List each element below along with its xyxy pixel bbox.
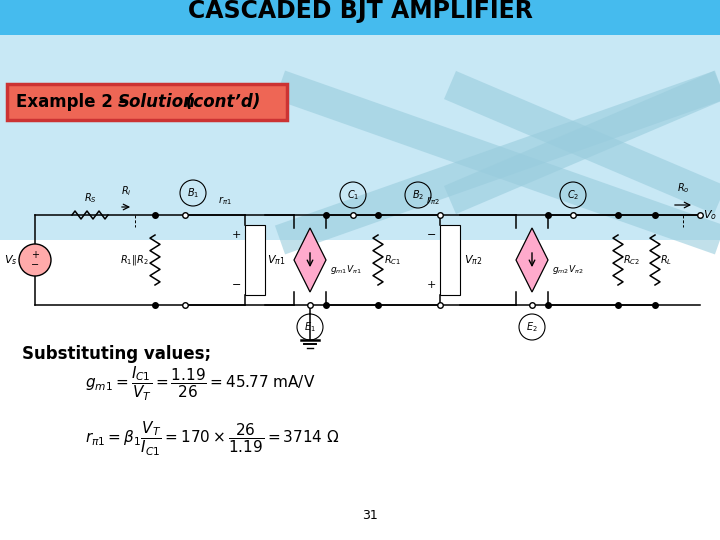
Bar (0, 0, 720, 35)
Text: −: − (232, 280, 241, 290)
Text: $V_o$: $V_o$ (703, 208, 717, 222)
Text: $B_1$: $B_1$ (187, 186, 199, 200)
Text: −: − (427, 230, 436, 240)
Text: −: − (31, 260, 39, 270)
Text: $g_{m1} = \dfrac{I_{C1}}{V_T} = \dfrac{1.19}{26} = 45.77\ \mathrm{mA/V}$: $g_{m1} = \dfrac{I_{C1}}{V_T} = \dfrac{1… (85, 365, 315, 403)
Text: $V_s$: $V_s$ (4, 253, 17, 267)
Text: Solution: Solution (118, 93, 196, 111)
Text: $R_{C1}$: $R_{C1}$ (384, 253, 401, 267)
Text: $B_2$: $B_2$ (412, 188, 424, 202)
Text: $V_{\pi 1}$: $V_{\pi 1}$ (267, 253, 286, 267)
Text: $E_1$: $E_1$ (304, 320, 316, 334)
Text: +: + (31, 250, 39, 260)
Text: (cont’d): (cont’d) (180, 93, 261, 111)
Bar (440, 225, 460, 295)
Text: $R_S$: $R_S$ (84, 191, 96, 205)
Text: $E_2$: $E_2$ (526, 320, 538, 334)
Text: $C_1$: $C_1$ (347, 188, 359, 202)
Text: $C_2$: $C_2$ (567, 188, 579, 202)
Bar (245, 225, 265, 295)
Bar (0, 35, 720, 240)
Text: +: + (427, 280, 436, 290)
Circle shape (19, 244, 51, 276)
Text: $r_{\pi 2}$: $r_{\pi 2}$ (426, 194, 440, 207)
Text: 31: 31 (362, 509, 378, 522)
Text: +: + (232, 230, 241, 240)
Text: $R_o$: $R_o$ (677, 181, 689, 195)
FancyBboxPatch shape (7, 84, 287, 120)
Text: $V_{\pi 2}$: $V_{\pi 2}$ (464, 253, 482, 267)
Text: $R_1\|R_2$: $R_1\|R_2$ (120, 253, 149, 267)
Text: $R_L$: $R_L$ (660, 253, 672, 267)
Polygon shape (294, 228, 326, 292)
Text: $R_{C2}$: $R_{C2}$ (623, 253, 640, 267)
Text: $r_{\pi 1} = \beta_1\dfrac{V_T}{I_{C1}} = 170\times\dfrac{26}{1.19} = 3714\ \Ome: $r_{\pi 1} = \beta_1\dfrac{V_T}{I_{C1}} … (85, 420, 340, 458)
Text: Substituting values;: Substituting values; (22, 345, 211, 363)
Text: CASCADED BJT AMPLIFIER: CASCADED BJT AMPLIFIER (188, 0, 532, 23)
Text: Example 2 –: Example 2 – (16, 93, 132, 111)
Text: $r_{\pi 1}$: $r_{\pi 1}$ (218, 194, 232, 207)
Text: $R_i$: $R_i$ (121, 184, 131, 198)
Polygon shape (516, 228, 548, 292)
Text: $g_{m1}V_{\pi 1}$: $g_{m1}V_{\pi 1}$ (330, 264, 361, 276)
Text: $g_{m2}V_{\pi 2}$: $g_{m2}V_{\pi 2}$ (552, 264, 583, 276)
